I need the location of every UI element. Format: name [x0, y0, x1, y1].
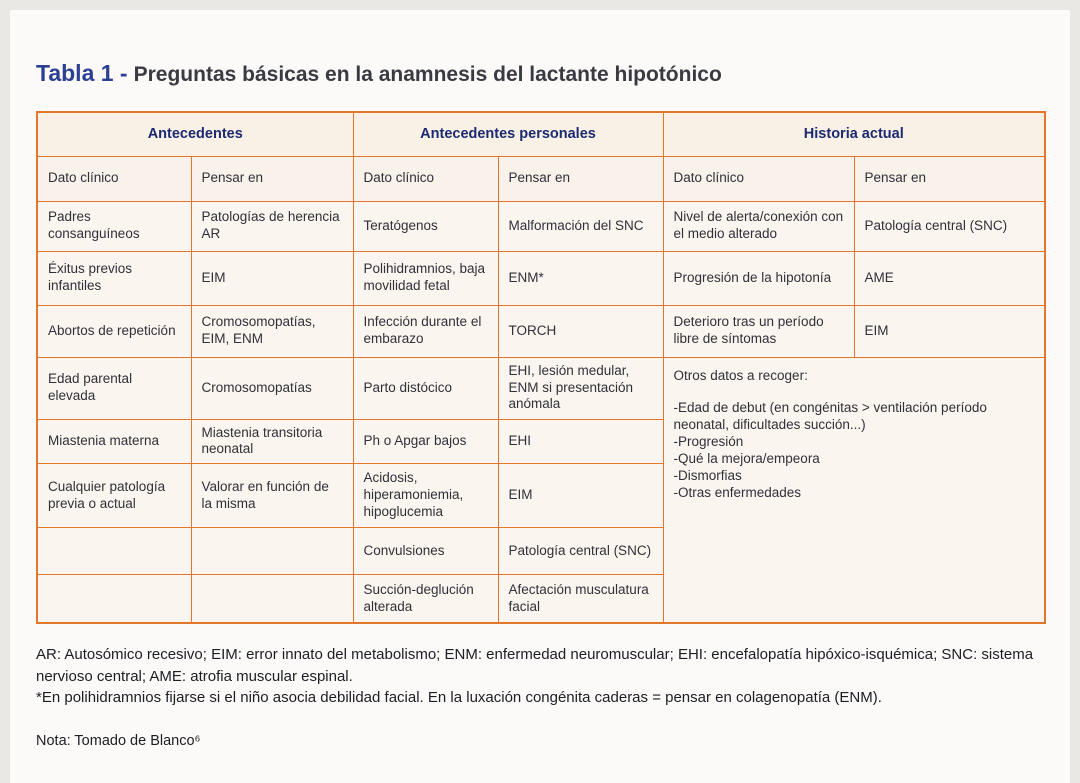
- cell-per-pensar-7: Afectación musculatura facial: [497, 574, 664, 624]
- cell-ant-dato-0: Padres consanguíneos: [36, 200, 192, 252]
- anamnesis-table: Antecedentes Antecedentes personales His…: [36, 111, 1047, 624]
- cell-ant-pensar-5: Valorar en función de la misma: [190, 463, 354, 529]
- table-row: Cualquier patología previa o actual Valo…: [36, 463, 1045, 529]
- cell-per-dato-6: Convulsiones: [352, 527, 499, 576]
- cell-ant-dato-3: Edad parental elevada: [36, 356, 192, 420]
- group-header-historia: Historia actual: [662, 111, 1046, 157]
- cell-per-pensar-0: Malformación del SNC: [497, 200, 664, 252]
- otros-datos-item: -Qué la mejora/empeora: [673, 451, 820, 466]
- cell-per-pensar-1: ENM*: [497, 250, 664, 306]
- group-header-row: Antecedentes Antecedentes personales His…: [36, 111, 1046, 157]
- abbreviations-footnote: AR: Autosómico recesivo; EIM: error inna…: [36, 645, 1034, 685]
- cell-his-pensar-2: EIM: [853, 304, 1046, 358]
- table-number-label: Tabla 1 -: [36, 60, 128, 86]
- cell-per-dato-5: Acidosis, hiperamoniemia, hipoglucemia: [352, 463, 499, 529]
- group-header-antecedentes: Antecedentes: [36, 111, 354, 157]
- table-row: Convulsiones Patología central (SNC): [36, 527, 1045, 576]
- cell-ant-dato-7-empty: [36, 574, 192, 624]
- subheader-pensar-1: Pensar en: [190, 155, 354, 202]
- cell-ant-dato-2: Abortos de repetición: [36, 304, 192, 358]
- cell-ant-pensar-3: Cromosomopatías: [190, 356, 354, 420]
- cell-ant-pensar-0: Patologías de herencia AR: [190, 200, 354, 252]
- cell-per-pensar-2: TORCH: [497, 304, 664, 358]
- subheader-pensar-3: Pensar en: [853, 155, 1046, 202]
- cell-his-dato-0: Nivel de alerta/conexión con el medio al…: [662, 200, 855, 252]
- cell-ant-dato-5: Cualquier patología previa o actual: [36, 463, 192, 529]
- cell-per-dato-3: Parto distócico: [352, 356, 499, 420]
- asterisk-footnote: *En polihidramnios fijarse si el niño as…: [36, 689, 882, 707]
- table-row: Abortos de repetición Cromosomopatías, E…: [36, 304, 1046, 358]
- cell-ant-pensar-6-empty: [190, 527, 354, 576]
- subheader-dato-2: Dato clínico: [352, 155, 499, 202]
- cell-per-dato-1: Polihidramnios, baja movilidad fetal: [352, 250, 499, 306]
- cell-ant-dato-1: Éxitus previos infantiles: [36, 250, 192, 306]
- content-area: Tabla 1 - Preguntas básicas en la anamnes…: [10, 10, 1070, 749]
- cell-per-dato-7: Succión-deglución alterada: [352, 574, 499, 624]
- cell-his-pensar-0: Patología central (SNC): [853, 200, 1046, 252]
- cell-ant-pensar-4: Miastenia transitoria neonatal: [190, 418, 354, 465]
- page-title: Tabla 1 - Preguntas básicas en la anamnes…: [36, 60, 1070, 87]
- table-row: Éxitus previos infantiles EIM Polihidram…: [36, 250, 1046, 306]
- group-header-personales: Antecedentes personales: [352, 111, 664, 157]
- table-row: Edad parental elevada Cromosomopatías Pa…: [36, 356, 1046, 624]
- table-title-text: Preguntas básicas en la anamnesis del la…: [133, 63, 722, 86]
- otros-datos-item: -Dismorfias: [673, 467, 742, 483]
- otros-datos-item: -Otras enfermedades: [673, 484, 802, 500]
- otros-datos-item: -Progresión: [673, 434, 744, 450]
- subheader-dato-3: Dato clínico: [662, 155, 855, 202]
- subheader-pensar-2: Pensar en: [497, 155, 664, 202]
- cell-ant-pensar-7-empty: [190, 574, 354, 624]
- subheader-dato-1: Dato clínico: [36, 155, 192, 202]
- cell-his-dato-1: Progresión de la hipotonía: [662, 250, 855, 306]
- subheader-row: Dato clínico Pensar en Dato clínico Pens…: [36, 155, 1046, 202]
- cell-per-pensar-6: Patología central (SNC): [497, 527, 664, 576]
- otros-datos-item: -Edad de debut (en congénitas > ventilac…: [673, 400, 987, 433]
- table-row: Succión-deglución alterada Afectación mu…: [36, 574, 1045, 624]
- cell-per-dato-4: Ph o Apgar bajos: [352, 418, 499, 465]
- cell-otros-datos: Otros datos a recoger: -Edad de debut (e…: [662, 356, 1046, 624]
- cell-his-pensar-1: AME: [853, 250, 1046, 306]
- cell-his-dato-2: Deterioro tras un período libre de sínto…: [662, 304, 855, 358]
- cell-ant-dato-4: Miastenia materna: [36, 418, 192, 465]
- cell-per-dato-2: Infección durante el embarazo: [352, 304, 499, 358]
- cell-ant-dato-6-empty: [36, 527, 192, 576]
- otros-datos-intro: Otros datos a recoger:: [673, 367, 808, 383]
- table-row: Miastenia materna Miastenia transitoria …: [36, 418, 1045, 465]
- cell-per-pensar-4: EHI: [497, 418, 664, 465]
- cell-per-pensar-5: EIM: [497, 463, 664, 529]
- page-card: Tabla 1 - Preguntas básicas en la anamnes…: [10, 10, 1070, 783]
- cell-ant-pensar-1: EIM: [190, 250, 354, 306]
- cell-per-pensar-3: EHI, lesión medular, ENM si presentación…: [497, 356, 664, 420]
- footnotes-block: AR: Autosómico recesivo; EIM: error inna…: [36, 644, 1044, 709]
- cell-ant-pensar-2: Cromosomopatías, EIM, ENM: [190, 304, 354, 358]
- table-row: Padres consanguíneos Patologías de heren…: [36, 200, 1046, 252]
- source-note: Nota: Tomado de Blanco⁶: [36, 733, 201, 749]
- cell-per-dato-0: Teratógenos: [352, 200, 499, 252]
